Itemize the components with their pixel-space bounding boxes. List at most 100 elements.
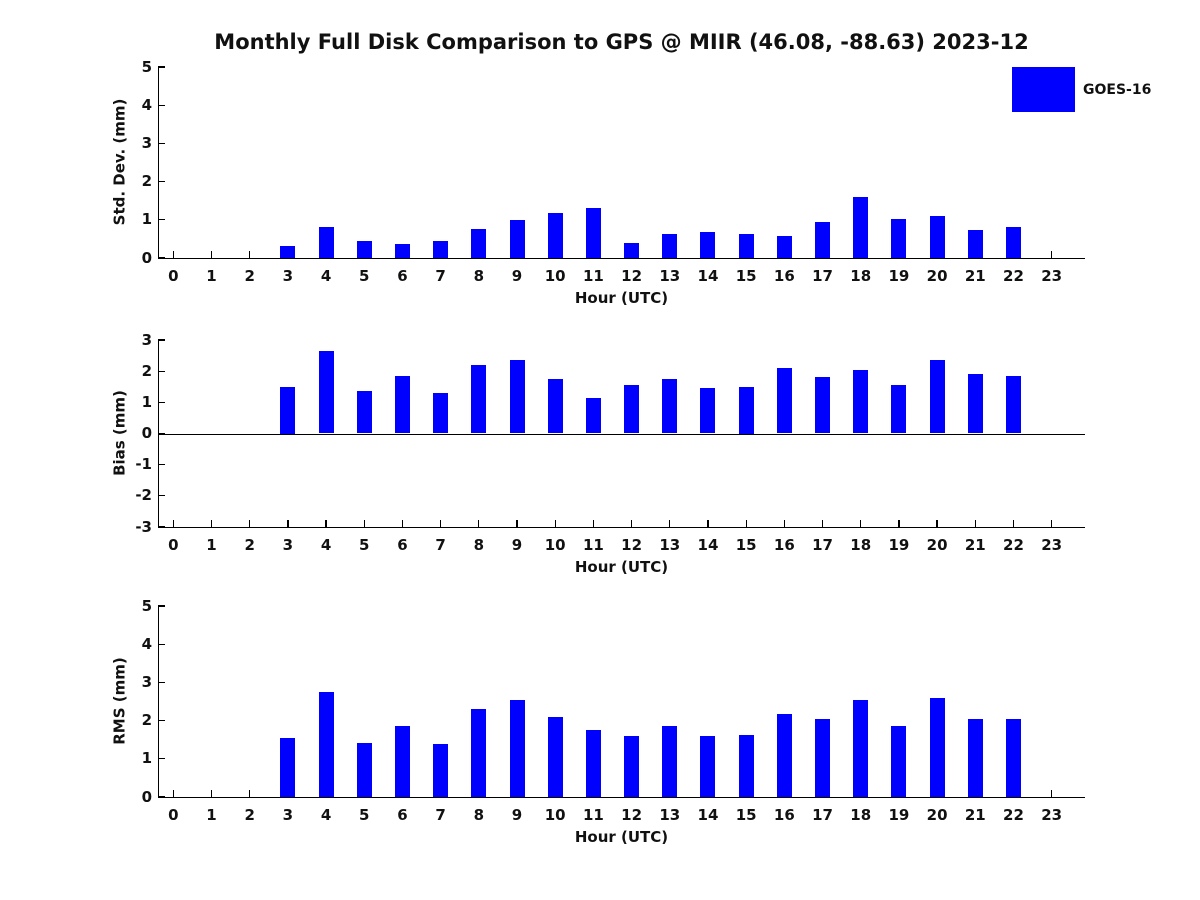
x-tick: [249, 520, 251, 527]
x-tick: [1051, 251, 1053, 258]
x-tick-label: 9: [511, 806, 523, 824]
bar-hour-18: [853, 699, 869, 797]
bar-hour-4: [318, 227, 334, 258]
x-tick: [707, 520, 709, 527]
bar-hour-10: [547, 212, 563, 258]
x-tick-label: 7: [435, 267, 446, 285]
x-tick-label: 4: [320, 267, 332, 285]
bar-hour-11: [585, 208, 601, 258]
x-tick-label: 19: [888, 806, 910, 824]
bar-hour-8: [471, 228, 487, 258]
bar-hour-22: [1005, 375, 1021, 434]
bar-hour-9: [509, 700, 525, 797]
bar-hour-22: [1005, 718, 1021, 797]
zero-baseline: [158, 433, 1085, 435]
bar-hour-20: [929, 360, 945, 434]
x-tick-label: 8: [473, 267, 485, 285]
bar-hour-10: [547, 378, 563, 434]
bar-hour-5: [356, 391, 372, 434]
x-tick-label: 18: [850, 267, 872, 285]
x-tick-label: 9: [511, 536, 523, 554]
x-tick: [172, 520, 174, 527]
bar-hour-14: [700, 735, 716, 797]
bar-hour-19: [891, 726, 907, 797]
x-tick-label: 7: [435, 806, 446, 824]
y-tick-label: 1: [141, 392, 152, 411]
x-tick-label: 14: [697, 806, 719, 824]
x-tick-label: 10: [544, 806, 566, 824]
bar-hour-5: [356, 240, 372, 258]
x-axis-label-hour-utc: Hour (UTC): [574, 289, 669, 307]
y-axis-label-rms: RMS (mm): [110, 656, 128, 745]
bar-hour-6: [394, 243, 410, 258]
x-tick-label: 5: [359, 267, 370, 285]
x-tick-label: 2: [244, 806, 255, 824]
x-tick-label: 10: [544, 536, 566, 554]
x-tick-label: 21: [964, 267, 986, 285]
x-tick: [783, 520, 785, 527]
x-tick: [172, 251, 174, 258]
y-tick-label: 2: [141, 361, 152, 380]
x-tick-label: 2: [244, 267, 255, 285]
x-tick-label: 6: [397, 536, 408, 554]
x-tick: [401, 520, 404, 527]
y-tick: [158, 526, 165, 528]
x-axis-spine: [158, 527, 1085, 528]
bar-hour-18: [853, 196, 869, 258]
x-tick-label: 15: [735, 536, 757, 554]
y-tick: [158, 180, 165, 183]
x-tick-label: 0: [168, 536, 179, 554]
x-tick: [554, 520, 556, 527]
x-axis-label-hour-utc: Hour (UTC): [574, 828, 669, 846]
x-tick: [974, 520, 976, 527]
x-tick-label: 6: [397, 806, 408, 824]
bar-hour-4: [318, 350, 334, 434]
x-tick-label: 1: [206, 536, 217, 554]
x-axis-spine: [158, 258, 1085, 259]
bar-hour-13: [662, 234, 678, 258]
bar-hour-9: [509, 360, 525, 434]
x-tick-label: 6: [397, 267, 408, 285]
x-tick: [363, 520, 365, 527]
x-tick-label: 14: [697, 536, 719, 554]
x-tick-label: 14: [697, 267, 719, 285]
x-tick-label: 17: [812, 536, 833, 554]
x-tick: [249, 251, 251, 258]
x-tick-label: 12: [621, 536, 643, 554]
bar-hour-17: [815, 221, 831, 258]
y-tick: [158, 605, 165, 607]
x-tick: [669, 520, 671, 527]
x-tick-label: 15: [735, 267, 757, 285]
x-tick-label: 15: [735, 806, 757, 824]
legend-swatch-goes16: [1012, 67, 1075, 112]
bar-hour-16: [776, 713, 792, 797]
y-axis-spine: [158, 606, 159, 797]
bar-hour-21: [967, 718, 983, 797]
x-tick-label: 22: [1003, 267, 1024, 285]
bar-hour-21: [967, 374, 983, 434]
x-tick: [1051, 790, 1053, 797]
y-tick: [158, 257, 165, 259]
y-tick: [158, 464, 165, 466]
bar-hour-19: [891, 219, 907, 258]
x-tick: [210, 251, 213, 258]
x-tick-label: 1: [206, 806, 217, 824]
bar-hour-12: [624, 242, 640, 258]
bar-hour-22: [1005, 226, 1021, 258]
y-tick-label: 2: [141, 172, 152, 191]
x-tick-label: 13: [659, 267, 681, 285]
y-tick-label: 0: [141, 787, 152, 806]
bar-hour-15: [738, 734, 754, 797]
x-tick-label: 21: [964, 806, 986, 824]
y-tick: [158, 219, 165, 221]
x-tick: [172, 790, 174, 797]
bar-hour-3: [280, 737, 296, 797]
bar-hour-12: [624, 735, 640, 797]
x-tick-label: 20: [926, 536, 948, 554]
x-tick-label: 8: [473, 536, 485, 554]
bar-hour-10: [547, 716, 563, 797]
y-tick: [158, 719, 165, 722]
bar-hour-7: [433, 240, 449, 258]
x-tick-label: 23: [1041, 267, 1063, 285]
bar-hour-11: [585, 397, 601, 434]
